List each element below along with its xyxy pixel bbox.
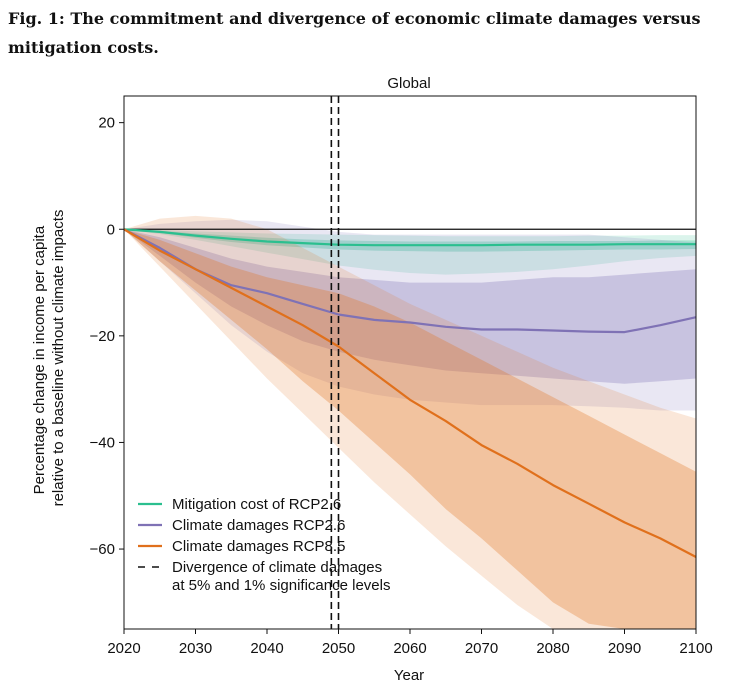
band-inner-2 <box>124 229 696 630</box>
uncertainty-bands <box>124 215 696 630</box>
legend-label-line: at 5% and 1% significance levels <box>172 577 390 594</box>
y-tick-label: 20 <box>98 115 115 132</box>
figure-title: Fig. 1: The commitment and divergence of… <box>8 9 701 57</box>
x-tick-label: 2030 <box>179 640 212 657</box>
legend-label-line: Divergence of climate damages <box>172 559 382 576</box>
band-outer-1 <box>124 219 696 411</box>
y-axis-label-line-1: Percentage change in income per capita <box>31 225 48 494</box>
legend-label-0: Mitigation cost of RCP2.6 <box>172 496 341 513</box>
legend: Mitigation cost of RCP2.6 Climate damages… <box>138 496 390 594</box>
series-line-1 <box>123 228 697 334</box>
legend-label-2: Climate damages RCP8.5 <box>172 538 345 555</box>
x-axis-label: Year <box>394 667 424 684</box>
band-outer-2 <box>124 215 696 629</box>
x-tick-label: 2070 <box>465 640 498 657</box>
y-axis-label: Percentage change in income per capita r… <box>31 210 67 507</box>
series-lines <box>123 228 697 558</box>
x-tick-label: 2020 <box>107 640 140 657</box>
y-tick-label: −60 <box>90 541 115 558</box>
x-tick-label: 2040 <box>250 640 283 657</box>
legend-label-line: Mitigation cost of RCP2.6 <box>172 496 341 513</box>
x-tick-label: 2050 <box>322 640 355 657</box>
x-tick-label: 2100 <box>679 640 712 657</box>
legend-label-line: Climate damages RCP2.6 <box>172 517 345 534</box>
x-tick-label: 2080 <box>536 640 569 657</box>
y-tick-label: 0 <box>107 221 115 238</box>
y-axis-label-line-2: relative to a baseline without climate i… <box>50 210 67 507</box>
x-axis: 2020 2030 2040 2050 2060 2070 2080 2090 2100 <box>107 629 713 657</box>
legend-label-3: Divergence of climate damages at 5% and 1… <box>172 559 390 594</box>
x-tick-label: 2060 <box>393 640 426 657</box>
y-axis: 20 0 −20 −40 −60 <box>90 115 124 558</box>
series-line-0 <box>123 228 696 247</box>
divergence-lines <box>330 96 340 629</box>
chart-title: Global <box>387 75 430 92</box>
legend-label-line: Climate damages RCP8.5 <box>172 538 345 555</box>
y-tick-label: −20 <box>90 328 115 345</box>
band-inner-0 <box>124 229 696 252</box>
band-inner-1 <box>124 229 696 384</box>
legend-label-1: Climate damages RCP2.6 <box>172 517 345 534</box>
series-line-2 <box>123 228 697 558</box>
y-tick-label: −40 <box>90 434 115 451</box>
x-tick-label: 2090 <box>608 640 641 657</box>
